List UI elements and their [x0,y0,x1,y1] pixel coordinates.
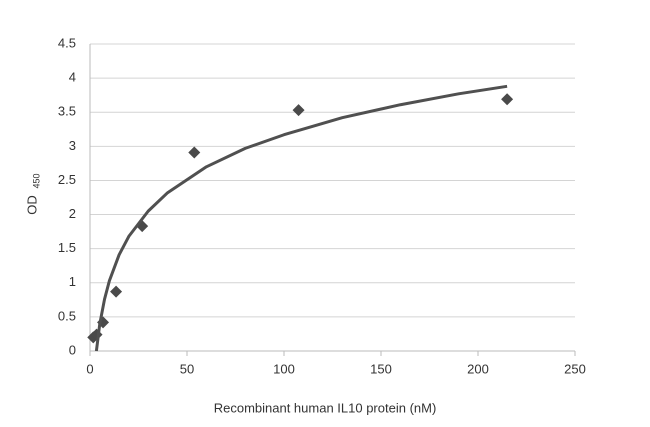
fit-curve [94,84,508,352]
y-tick-label: 3.5 [58,104,76,119]
data-point [188,146,201,159]
x-tick-label: 250 [564,361,586,376]
y-tick-label: 4.5 [58,35,76,50]
data-point [501,93,514,106]
x-axis-label: Recombinant human IL10 protein (nM) [214,400,437,415]
y-tick-label: 1.5 [58,240,76,255]
y-tick-label: 0.5 [58,308,76,323]
y-tick-label: 0 [69,342,76,357]
y-axis-label-group: OD 450 [24,173,41,214]
y-axis-label-subscript: 450 [31,173,41,188]
x-tick-label: 50 [180,361,194,376]
x-tick-label: 200 [467,361,489,376]
x-tick-label: 100 [273,361,295,376]
y-tick-label: 4 [69,70,76,85]
y-tick-label: 1 [69,274,76,289]
data-point [110,285,123,298]
x-tick-label: 150 [370,361,392,376]
x-tick-label: 0 [86,361,93,376]
data-point [292,104,305,117]
y-tick-label: 2 [69,206,76,221]
y-tick-label: 3 [69,138,76,153]
y-axis-label: OD [24,195,39,215]
y-tick-label: 2.5 [58,172,76,187]
